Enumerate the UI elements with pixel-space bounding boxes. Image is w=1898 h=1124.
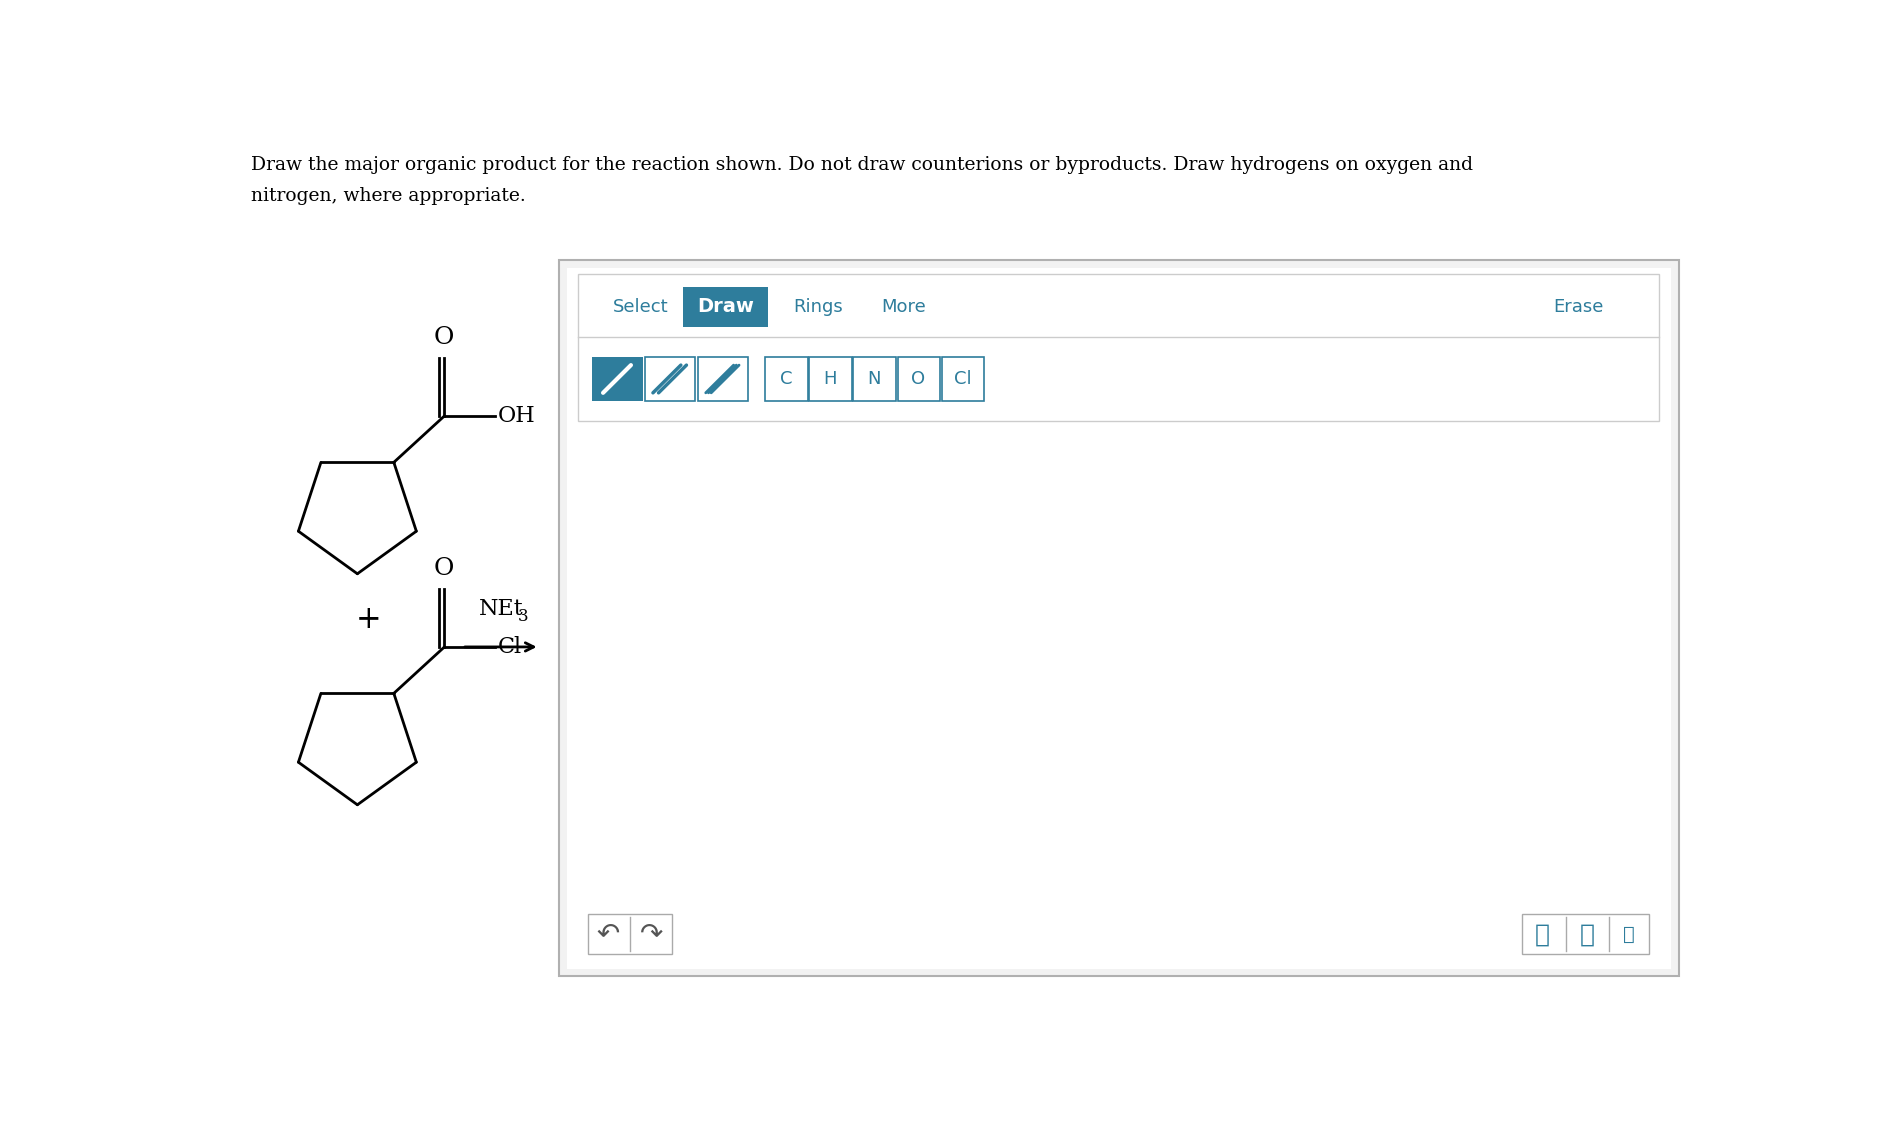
- Text: H: H: [824, 370, 837, 388]
- Text: 🔍: 🔍: [1535, 922, 1551, 946]
- Text: NEt: NEt: [478, 598, 524, 620]
- Text: O: O: [435, 558, 454, 580]
- FancyBboxPatch shape: [558, 261, 1678, 977]
- Text: O: O: [435, 326, 454, 350]
- FancyBboxPatch shape: [645, 356, 695, 401]
- FancyBboxPatch shape: [579, 274, 1659, 420]
- FancyBboxPatch shape: [1522, 914, 1649, 954]
- Text: 3: 3: [518, 608, 528, 625]
- FancyBboxPatch shape: [809, 356, 852, 401]
- Text: nitrogen, where appropriate.: nitrogen, where appropriate.: [251, 188, 526, 206]
- Text: Erase: Erase: [1553, 298, 1604, 316]
- FancyBboxPatch shape: [683, 287, 769, 327]
- Text: +: +: [357, 605, 381, 635]
- Text: More: More: [881, 298, 926, 316]
- FancyBboxPatch shape: [898, 356, 940, 401]
- Text: Cl: Cl: [497, 636, 522, 659]
- Text: ↶: ↶: [596, 921, 621, 949]
- FancyBboxPatch shape: [854, 356, 896, 401]
- Text: N: N: [867, 370, 881, 388]
- Text: ↷: ↷: [640, 921, 664, 949]
- Text: Draw: Draw: [697, 297, 754, 316]
- FancyBboxPatch shape: [698, 356, 748, 401]
- Text: Select: Select: [613, 298, 668, 316]
- FancyBboxPatch shape: [588, 914, 672, 954]
- Text: OH: OH: [497, 405, 535, 427]
- Text: Draw the major organic product for the reaction shown. Do not draw counterions o: Draw the major organic product for the r…: [251, 156, 1473, 174]
- FancyBboxPatch shape: [941, 356, 985, 401]
- Text: C: C: [780, 370, 791, 388]
- Text: ⌕: ⌕: [1579, 922, 1594, 946]
- FancyBboxPatch shape: [592, 356, 643, 401]
- Text: 🔍: 🔍: [1623, 925, 1634, 944]
- FancyBboxPatch shape: [568, 269, 1670, 969]
- Text: O: O: [911, 370, 926, 388]
- FancyBboxPatch shape: [765, 356, 809, 401]
- Text: Cl: Cl: [955, 370, 972, 388]
- Text: Rings: Rings: [793, 298, 843, 316]
